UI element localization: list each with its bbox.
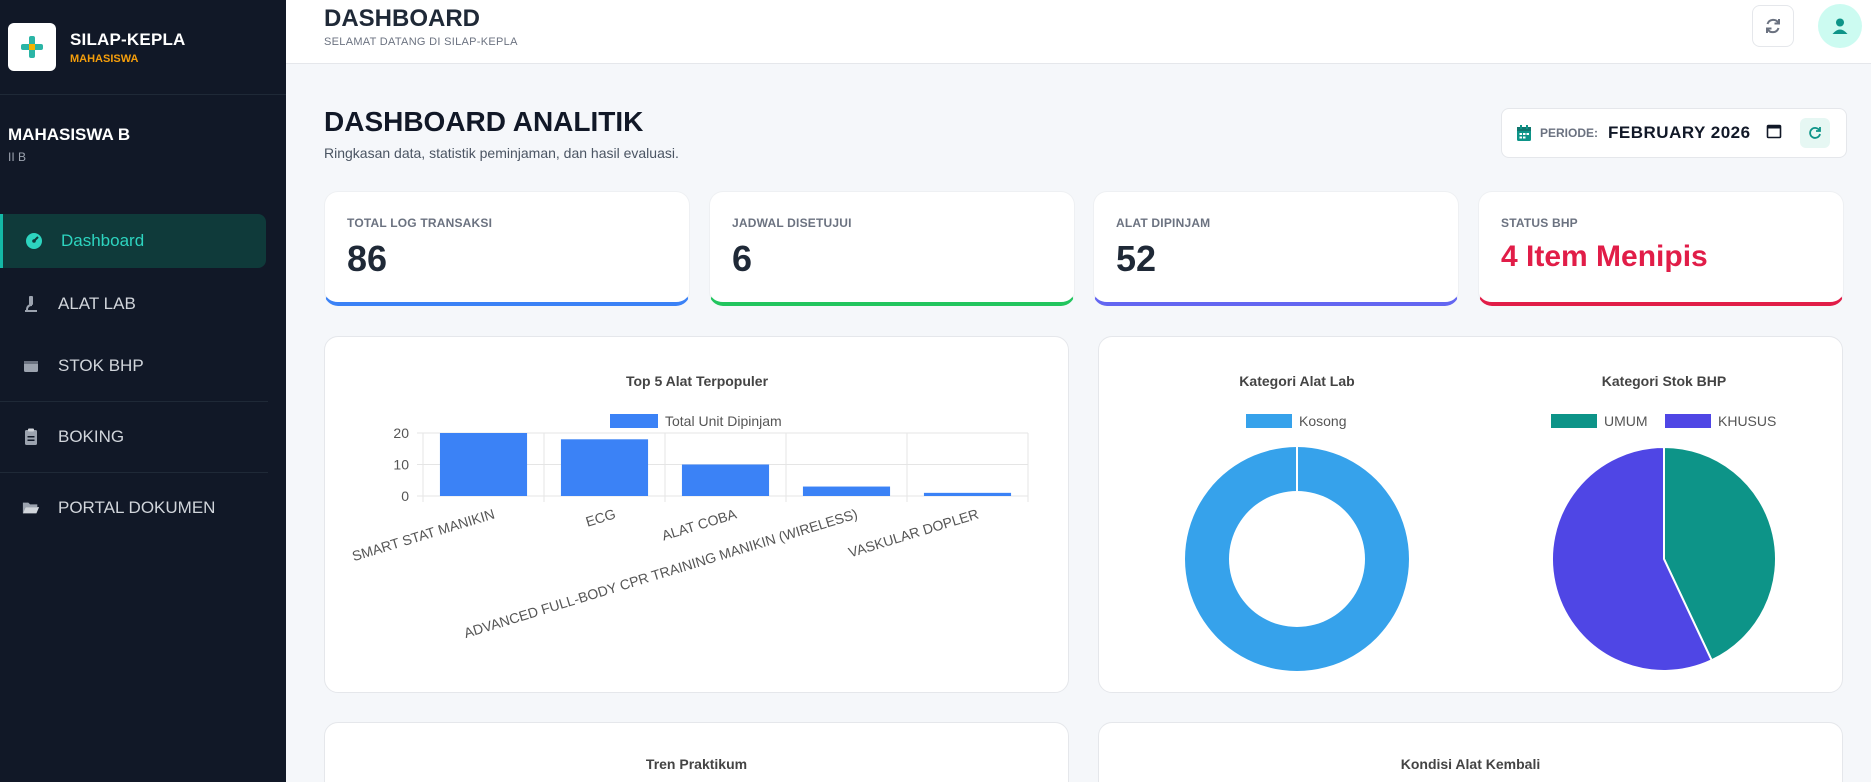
clipboard-icon [22,428,40,446]
brand-name: SILAP-KEPLA [70,29,186,49]
hero-title: DASHBOARD ANALITIK [324,106,644,137]
chart-title: Kategori Stok BHP [1602,373,1726,389]
folder-open-icon [22,499,40,517]
legend-label: Kosong [1299,413,1346,429]
kpi-status-bhp: STATUS BHP 4 Item Menipis [1478,191,1844,306]
sidebar-item-label: BOKING [58,427,125,446]
sidebar: SILAP-KEPLA MAHASISWA MAHASISWA B II B D… [0,0,286,782]
kpi-value: 52 [1116,238,1157,279]
app-logo [8,23,56,71]
chart-title: Tren Praktikum [645,756,748,772]
panel-tren-praktikum: Tren Praktikum [324,722,1069,782]
brand-role: MAHASISWA [70,52,139,65]
divider [0,401,268,402]
pie-slice [1551,445,1714,672]
y-tick-label: 10 [393,457,409,473]
calendar-picker-icon[interactable] [1766,123,1782,144]
legend-label: UMUM [1604,413,1648,429]
user-icon [1832,18,1848,34]
sidebar-item-label: PORTAL DOKUMEN [58,498,216,517]
user-name: MAHASISWA B [8,125,131,144]
period-filter: PERIODE: FEBRUARY 2026 [1501,108,1847,158]
kpi-label: JADWAL DISETUJUI [732,216,852,230]
kpi-jadwal-disetujui: JADWAL DISETUJUI 6 [709,191,1075,306]
panel-kategori: Kategori Alat Lab Kosong Kategori Stok B… [1098,336,1843,693]
panel-kondisi-alat: Kondisi Alat Kembali [1098,722,1843,782]
x-tick-label: ALAT COBA [660,505,739,543]
sidebar-item-dashboard[interactable]: Dashboard [0,214,266,268]
sidebar-item-stok-bhp[interactable]: STOK BHP [0,340,286,392]
kpi-label: TOTAL LOG TRANSAKSI [347,216,493,230]
period-month-input[interactable]: FEBRUARY 2026 [1608,123,1751,142]
hero-subtitle: Ringkasan data, statistik peminjaman, da… [324,145,679,161]
page-subtitle: SELAMAT DATANG DI SILAP-KEPLA [324,36,518,48]
pie-slice [1663,445,1777,662]
sidebar-item-portal-dokumen[interactable]: PORTAL DOKUMEN [0,482,286,534]
chart-legend: Total Unit Dipinjam [610,413,782,429]
sidebar-item-label: Dashboard [61,231,145,250]
top-header: DASHBOARD SELAMAT DATANG DI SILAP-KEPLA [286,0,1871,64]
user-profile: MAHASISWA B II B [0,95,286,295]
bar [439,433,528,496]
period-refresh-button[interactable] [1800,118,1831,148]
x-tick-label: ADVANCED FULL-BODY CPR TRAINING MANIKIN … [462,506,859,641]
y-tick-label: 0 [401,488,409,504]
chart-title: Kategori Alat Lab [1239,373,1354,389]
legend-swatch [1551,414,1597,428]
x-tick-label: SMART STAT MANIKIN [350,506,496,565]
y-tick-label: 20 [393,425,409,441]
bar [681,464,770,496]
divider [0,472,268,473]
legend-swatch [610,414,658,428]
kpi-alat-dipinjam: ALAT DIPINJAM 52 [1093,191,1459,306]
bar [923,492,1012,496]
period-label: PERIODE: [1540,126,1599,140]
legend-swatch [1246,414,1292,428]
brand: SILAP-KEPLA MAHASISWA [0,0,286,95]
gauge-icon [25,232,43,250]
legend-label: KHUSUS [1718,413,1776,429]
kpi-value: 6 [732,238,753,279]
pie-charts: Kategori Alat Lab Kosong Kategori Stok B… [1185,373,1777,672]
kpi-label: ALAT DIPINJAM [1116,216,1211,230]
x-tick-label: ECG [584,506,618,530]
kpi-value: 86 [347,238,388,279]
bar-chart: Top 5 Alat Terpopuler Total Unit Dipinja… [350,373,1029,641]
kpi-value: 4 Item Menipis [1501,240,1708,273]
sidebar-item-label: ALAT LAB [58,294,136,313]
bar [560,439,649,496]
kpi-total-log: TOTAL LOG TRANSAKSI 86 [324,191,690,306]
microscope-icon [22,295,40,313]
sidebar-item-alat-lab[interactable]: ALAT LAB [0,278,286,330]
refresh-icon [1766,18,1780,34]
sidebar-item-boking[interactable]: BOKING [0,411,286,463]
user-avatar-button[interactable] [1818,4,1862,48]
chart-title: Kondisi Alat Kembali [1400,756,1541,772]
box-icon [22,357,40,375]
pie-slice [1185,447,1409,671]
legend-swatch [1665,414,1711,428]
legend-label: Total Unit Dipinjam [665,413,782,429]
x-tick-label: VASKULAR DOPLER [846,506,980,561]
page-title: DASHBOARD [324,5,480,32]
panel-top-alat: Top 5 Alat Terpopuler Total Unit Dipinja… [324,336,1069,693]
refresh-icon [1809,127,1821,139]
user-class: II B [8,150,27,164]
kpi-label: STATUS BHP [1501,216,1578,230]
bar [802,486,891,496]
calendar-icon [1517,125,1531,141]
refresh-button[interactable] [1752,5,1794,47]
sidebar-item-label: STOK BHP [58,356,144,375]
chart-title: Top 5 Alat Terpopuler [626,373,769,389]
main-content: DASHBOARD ANALITIK Ringkasan data, stati… [286,64,1871,782]
sidebar-nav: Dashboard ALAT LAB STOK BHP BOKING [0,214,286,534]
